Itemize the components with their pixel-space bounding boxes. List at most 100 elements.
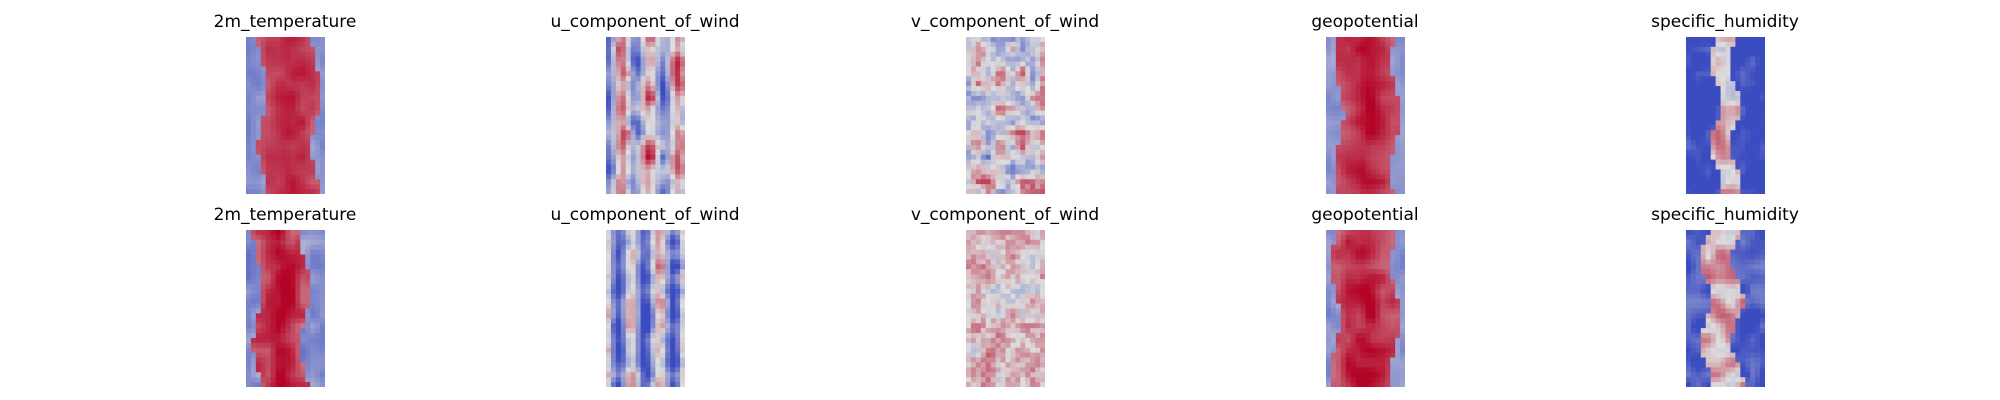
heatmap-cell [1390,298,1396,305]
heatmap-cell [1340,259,1347,265]
heatmap-cell [1000,333,1007,339]
heatmap-cell [985,249,992,256]
heatmap-cell [1400,159,1405,166]
heatmap-cell [1355,159,1362,166]
heatmap-cell [1700,303,1707,310]
heatmap-cell [680,372,685,378]
heatmap-cell [260,264,267,270]
heatmap-cell [1330,105,1337,112]
heatmap-cell [300,179,306,185]
heatmap-cell [320,357,325,364]
heatmap-cell [1715,174,1722,180]
heatmap-cell [1030,164,1036,171]
heatmap-cell [285,298,292,305]
heatmap-cell [1335,164,1342,171]
heatmap-cell [1020,81,1026,87]
heatmap-cell [280,362,287,368]
heatmap-cell [975,149,982,156]
heatmap-cell [1370,140,1376,146]
heatmap-cell [1695,288,1702,295]
heatmap-cell [1025,328,1031,334]
heatmap-cell [985,159,992,166]
heatmap-cell [280,347,287,354]
heatmap-cell [615,244,622,251]
heatmap-cell [1395,105,1401,112]
heatmap-cell [1725,269,1732,275]
heatmap-cell [630,269,637,275]
heatmap-cell [1390,130,1396,136]
heatmap-cell [1340,81,1347,87]
heatmap-cell [270,140,277,146]
heatmap-cell [980,56,987,63]
heatmap-cell [1035,174,1041,180]
heatmap-cell [260,342,267,349]
heatmap-cell [645,184,652,190]
heatmap-cell [1700,318,1707,324]
heatmap-cell [260,179,267,185]
heatmap-cell [1345,120,1352,126]
heatmap-cell [1370,56,1376,63]
heatmap-cell [1705,149,1712,156]
heatmap-cell [1390,234,1396,241]
heatmap-cell [1370,51,1376,58]
heatmap-cell [970,189,977,194]
heatmap-cell [610,164,617,171]
heatmap-cell [625,130,632,136]
heatmap-cell [1005,347,1012,354]
heatmap-cell [295,66,301,72]
heatmap-cell [995,174,1002,180]
heatmap-cell [315,174,321,180]
heatmap-cell [620,283,627,290]
heatmap-cell [606,249,612,256]
heatmap-cell [255,95,262,102]
heatmap-cell [250,95,257,102]
heatmap-cell [310,269,316,275]
heatmap-cell [966,342,972,349]
heatmap-cell [305,100,311,107]
heatmap-cell [285,269,292,275]
heatmap-cell [1005,66,1012,72]
heatmap-cell [1375,323,1381,329]
heatmap-cell [640,120,647,126]
heatmap-cell [1030,71,1036,77]
heatmap-cell [1745,234,1751,241]
heatmap-cell [290,179,296,185]
heatmap-cell [1035,95,1041,102]
heatmap-cell [1030,41,1036,48]
heatmap-cell [606,125,612,131]
heatmap-cell [1000,308,1007,315]
heatmap-cell [1380,303,1386,310]
heatmap-cell [310,298,316,305]
heatmap-cell [320,135,325,141]
heatmap-cell [300,234,306,241]
heatmap-cell [305,135,311,141]
heatmap-cell [290,46,296,53]
heatmap-cell [1390,372,1396,378]
heatmap-cell [1360,86,1367,92]
heatmap-cell [1755,298,1761,305]
heatmap-cell [1005,120,1012,126]
heatmap-cell [620,179,627,185]
heatmap-cell [255,41,262,48]
heatmap-cell [650,41,656,48]
heatmap-cell [966,249,972,256]
heatmap-cell [1715,308,1722,315]
heatmap-cell [1690,174,1697,180]
heatmap-cell [1365,347,1372,354]
heatmap-cell [640,347,647,354]
heatmap-cell [1705,37,1712,43]
heatmap-cell [1040,283,1045,290]
heatmap-cell [1400,115,1405,122]
heatmap-cell [655,61,661,68]
heatmap-cell [1400,347,1405,354]
heatmap-cell [1030,100,1036,107]
heatmap-cell [1385,367,1391,373]
heatmap-cell [665,154,671,161]
heatmap-cell [1015,230,1021,236]
heatmap-cell [630,164,637,171]
heatmap-cell [1385,51,1391,58]
heatmap-cell [1360,352,1367,359]
heatmap-cell [1745,293,1751,300]
heatmap-cell [320,174,325,180]
heatmap-cell [625,169,632,175]
